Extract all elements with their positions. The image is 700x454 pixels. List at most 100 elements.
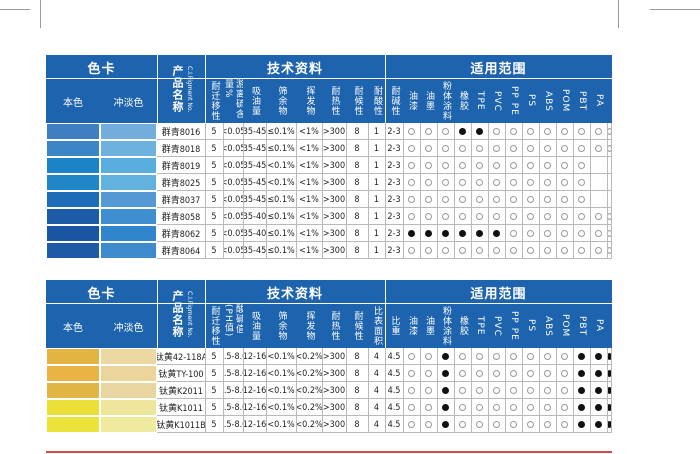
tint-swatch — [101, 366, 156, 381]
not-recommended-circle-icon — [578, 162, 585, 169]
tech-value-cell: ≤0.1% — [267, 194, 295, 205]
tech-value-cell: 4 — [373, 419, 380, 430]
suitability-cell — [454, 242, 471, 259]
original-swatch — [47, 175, 99, 190]
suitability-cell — [539, 157, 556, 174]
not-recommended-circle-icon — [442, 128, 449, 135]
not-recommended-circle-icon — [408, 247, 415, 254]
suitability-cell — [437, 191, 454, 208]
product-name-cell: 群青8016 — [161, 128, 201, 138]
row-gridline — [157, 173, 612, 174]
not-recommended-circle-icon — [561, 247, 568, 254]
column-gridline — [403, 348, 404, 433]
suitability-cell — [488, 157, 505, 174]
table-row: 群青8058 5 <0.05 35-40 ≤0.1% <1% >300 8 1 2-3 — [46, 208, 612, 225]
tech-value-cell: <0.05 — [223, 143, 243, 154]
suitable-dot-icon — [578, 353, 585, 360]
not-recommended-circle-icon — [510, 179, 517, 186]
suitability-cell — [556, 174, 573, 191]
suitability-cell — [454, 157, 471, 174]
not-recommended-circle-icon — [493, 128, 500, 135]
suitability-cell — [403, 208, 420, 225]
tech-col-header: 挥发物 — [296, 79, 322, 123]
not-recommended-circle-icon — [459, 196, 466, 203]
not-recommended-circle-icon — [561, 353, 568, 360]
column-gridline — [322, 123, 323, 259]
not-recommended-circle-icon — [544, 196, 551, 203]
not-recommended-circle-icon — [476, 387, 483, 394]
suitability-cell — [590, 225, 607, 242]
suitability-cell — [505, 123, 522, 140]
scope-col-header: TPE — [471, 304, 488, 348]
tech-value-cell: <0.1% — [267, 402, 295, 413]
first-scope-value-cell: 4.5 — [387, 402, 401, 413]
column-gridline — [607, 123, 608, 259]
tech-col-header: 耐迁移性 — [205, 304, 223, 348]
column-gridline — [488, 123, 489, 259]
scope-col-header: PBT — [573, 79, 590, 123]
suitability-cell — [454, 140, 471, 157]
scope-col-header: PVC — [488, 304, 505, 348]
suitability-cell — [522, 157, 539, 174]
tech-col-header: 耐候性 — [346, 304, 368, 348]
suitability-cell — [573, 382, 590, 399]
not-recommended-circle-icon — [408, 196, 415, 203]
suitability-cell — [454, 365, 471, 382]
not-recommended-circle-icon — [527, 404, 534, 411]
table-row: 群青8025 5 <0.05 35-45 <0.1% <1% >300 8 1 2-3 — [46, 174, 612, 191]
suitable-dot-icon — [595, 421, 602, 428]
first-scope-value-cell: 2-3 — [387, 177, 401, 188]
suitable-dot-icon — [408, 230, 415, 237]
not-recommended-circle-icon — [510, 353, 517, 360]
crop-mark — [650, 9, 700, 10]
suitability-cell — [539, 348, 556, 365]
scope-col-header: ABS — [539, 79, 556, 123]
suitability-cell — [488, 225, 505, 242]
suitability-cell — [437, 157, 454, 174]
column-gridline — [522, 348, 523, 433]
suitability-cell — [522, 242, 539, 259]
suitability-cell — [488, 416, 505, 433]
tint-swatch — [101, 192, 156, 207]
original-swatch — [47, 417, 99, 432]
not-recommended-circle-icon — [408, 162, 415, 169]
suitability-cell — [437, 140, 454, 157]
suitability-cell — [420, 123, 437, 140]
not-recommended-circle-icon — [527, 162, 534, 169]
scope-col-header: PBT — [573, 304, 590, 348]
not-recommended-circle-icon — [561, 162, 568, 169]
tech-value-cell: <0.2% — [296, 351, 322, 362]
not-recommended-circle-icon — [544, 162, 551, 169]
product-name-cell: 钛黄K1011 — [159, 404, 203, 414]
not-recommended-circle-icon — [442, 145, 449, 152]
tech-value-cell: <1% — [299, 194, 319, 205]
suitable-dot-icon — [442, 230, 449, 237]
suitability-cell — [437, 225, 454, 242]
suitable-dot-icon — [578, 387, 585, 394]
suitability-cell — [505, 191, 522, 208]
suitability-cell — [556, 191, 573, 208]
tech-value-cell: 12-16 — [243, 402, 266, 413]
not-recommended-circle-icon — [493, 162, 500, 169]
suitability-cell — [573, 157, 590, 174]
suitability-cell — [539, 174, 556, 191]
crop-mark — [0, 9, 30, 10]
column-gridline — [471, 123, 472, 259]
product-name-cell: 群青8058 — [161, 213, 201, 223]
scope-col-header: PA — [590, 79, 607, 123]
suitability-cell — [522, 191, 539, 208]
suitability-cell — [505, 174, 522, 191]
tech-value-cell: 12-16 — [243, 419, 266, 430]
tech-value-cell: 8 — [354, 160, 360, 171]
not-recommended-circle-icon — [510, 370, 517, 377]
scope-col-header: 橡胶 — [454, 79, 471, 123]
suitable-dot-icon — [595, 370, 602, 377]
column-gridline — [454, 123, 455, 259]
tech-value-cell: <0.1% — [267, 177, 295, 188]
suitability-cell — [556, 140, 573, 157]
suitability-cell — [522, 399, 539, 416]
tint-swatch — [101, 141, 156, 156]
not-recommended-circle-icon — [459, 421, 466, 428]
not-recommended-circle-icon — [544, 404, 551, 411]
suitability-cell — [539, 208, 556, 225]
